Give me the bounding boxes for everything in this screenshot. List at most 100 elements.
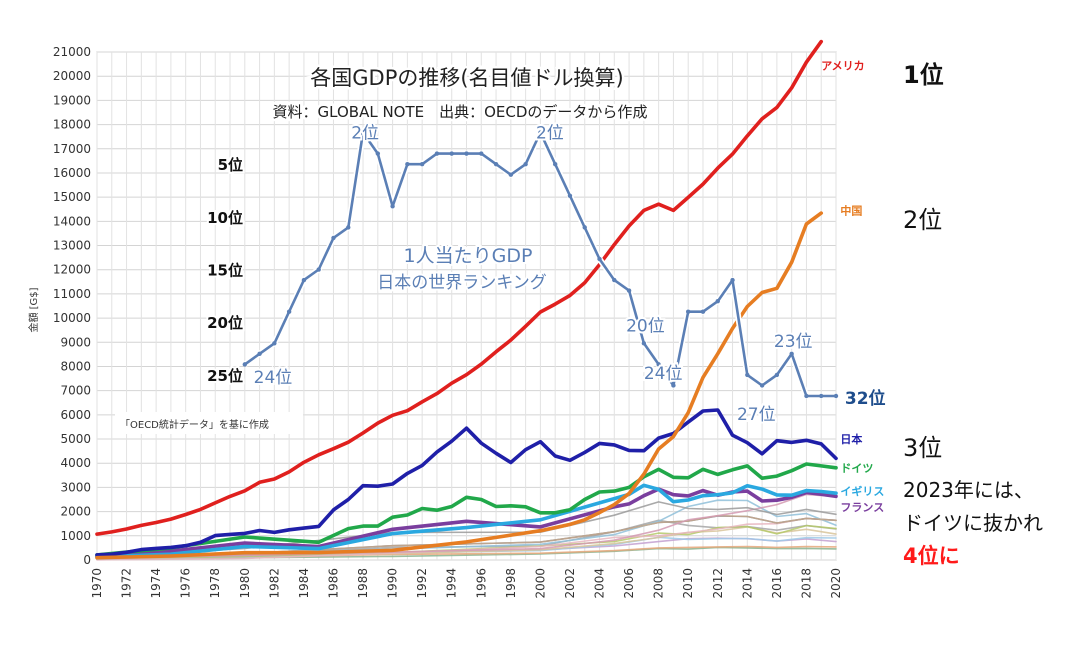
minor-series-line	[96, 519, 837, 560]
x-tick-label: 2020	[829, 568, 843, 599]
x-tick-label: 2012	[711, 568, 725, 599]
x-tick-label: 2010	[681, 568, 695, 599]
chart-subtitle: 資料：GLOBAL NOTE 出典：OECDのデータから作成	[273, 103, 648, 121]
rank-point	[567, 193, 573, 198]
y-tick-label: 5000	[60, 432, 91, 446]
rank-point	[538, 130, 543, 135]
y-tick-label: 7000	[60, 384, 91, 398]
x-tick-label: 2002	[563, 568, 577, 599]
rank-point	[464, 151, 469, 156]
x-tick-label: 2000	[533, 568, 547, 599]
y-tick-label: 0	[83, 553, 91, 567]
series-line-3	[95, 462, 838, 557]
rank-point	[730, 277, 735, 283]
series-line-1	[95, 211, 824, 560]
note-line-3: 4位に	[903, 544, 960, 568]
series-end-label: アメリカ	[821, 59, 864, 72]
y-tick-label: 11000	[53, 287, 91, 301]
rank-point	[686, 309, 691, 314]
x-tick-label: 1978	[208, 568, 222, 599]
x-tick-label: 1980	[238, 568, 252, 599]
rank-point	[582, 225, 587, 230]
x-tick-label: 1982	[267, 568, 281, 599]
rank-axis-label: 15位	[207, 262, 243, 280]
x-tick-label: 1970	[90, 568, 104, 599]
x-tick-label: 2006	[622, 568, 636, 599]
x-tick-label: 1994	[445, 568, 459, 599]
rank-annotation: 23位	[774, 332, 813, 352]
rank-point	[597, 256, 602, 262]
y-tick-label: 15000	[53, 190, 91, 204]
y-tick-label: 12000	[53, 263, 91, 277]
rank-point	[715, 298, 720, 304]
rank-point	[286, 309, 292, 314]
y-tick-label: 6000	[60, 408, 91, 422]
rank-point	[759, 383, 765, 388]
rank-axis-label: 10位	[207, 209, 243, 227]
y-tick-label: 17000	[53, 142, 91, 156]
rank-point	[272, 341, 277, 346]
x-tick-label: 1990	[386, 568, 400, 599]
overlay-title-line1: 1人当たりGDP	[404, 245, 533, 267]
rank-point	[346, 225, 351, 230]
rank-point	[405, 161, 410, 167]
x-tick-label: 1998	[504, 568, 518, 599]
rank-point	[656, 362, 661, 367]
rank-annotation: 32位	[845, 388, 886, 409]
y-tick-label: 19000	[53, 93, 91, 107]
x-tick-label: 1984	[297, 568, 311, 599]
series-line-5	[95, 487, 838, 559]
rank-point	[316, 267, 321, 272]
rank-point	[360, 130, 366, 135]
rank-axis-label: 5位	[218, 156, 243, 174]
x-tick-label: 2018	[799, 568, 813, 599]
rank-annotation: 20位	[626, 316, 665, 336]
x-tick-label: 1986	[326, 568, 340, 599]
x-tick-label: 2014	[740, 568, 754, 599]
minor-series-line	[96, 514, 837, 559]
rank-point	[804, 393, 809, 399]
rank-point	[700, 309, 706, 314]
rank-point	[301, 277, 307, 283]
rank-point	[745, 372, 750, 378]
series-end-label: ドイツ	[840, 462, 873, 475]
rank-point	[493, 161, 499, 167]
x-tick-label: 1976	[179, 568, 193, 599]
rank-annotation: 27位	[737, 405, 776, 425]
chart-title: 各国GDPの推移(名目値ドル換算)	[310, 66, 624, 90]
y-tick-label: 10000	[53, 311, 91, 325]
x-tick-label: 1996	[474, 568, 488, 599]
y-tick-label: 20000	[53, 69, 91, 83]
rank-label-japan: 3位	[903, 434, 943, 462]
y-tick-label: 1000	[60, 529, 91, 543]
rank-point	[523, 161, 528, 167]
y-tick-label: 21000	[53, 45, 91, 59]
y-tick-label: 9000	[60, 335, 91, 349]
minor-series-line	[96, 546, 837, 561]
rank-point	[819, 393, 824, 399]
rank-point	[390, 204, 395, 209]
y-tick-label: 14000	[53, 214, 91, 228]
rank-annotation: 2位	[536, 124, 564, 144]
series-line-0	[95, 39, 824, 536]
y-tick-label: 18000	[53, 118, 91, 132]
x-tick-label: 1988	[356, 568, 370, 599]
rank-point	[626, 288, 632, 293]
rank-point	[434, 151, 440, 156]
x-tick-label: 2004	[593, 568, 607, 599]
rank-point	[375, 151, 381, 156]
source-note: 「OECD統計データ」を基に作成	[120, 418, 269, 431]
x-tick-label: 1992	[415, 568, 429, 599]
y-tick-label: 4000	[60, 456, 91, 470]
rank-point	[612, 277, 617, 283]
x-tick-label: 2016	[770, 568, 784, 599]
note-line-2: ドイツに抜かれ	[903, 511, 1043, 535]
rank-point	[331, 235, 336, 241]
rank-annotation: 24位	[254, 368, 293, 388]
rank-annotation: 2位	[351, 124, 379, 144]
y-axis-title: 金額 [G$]	[27, 287, 40, 332]
series-end-label: フランス	[840, 501, 884, 514]
x-tick-label: 1974	[149, 568, 163, 599]
